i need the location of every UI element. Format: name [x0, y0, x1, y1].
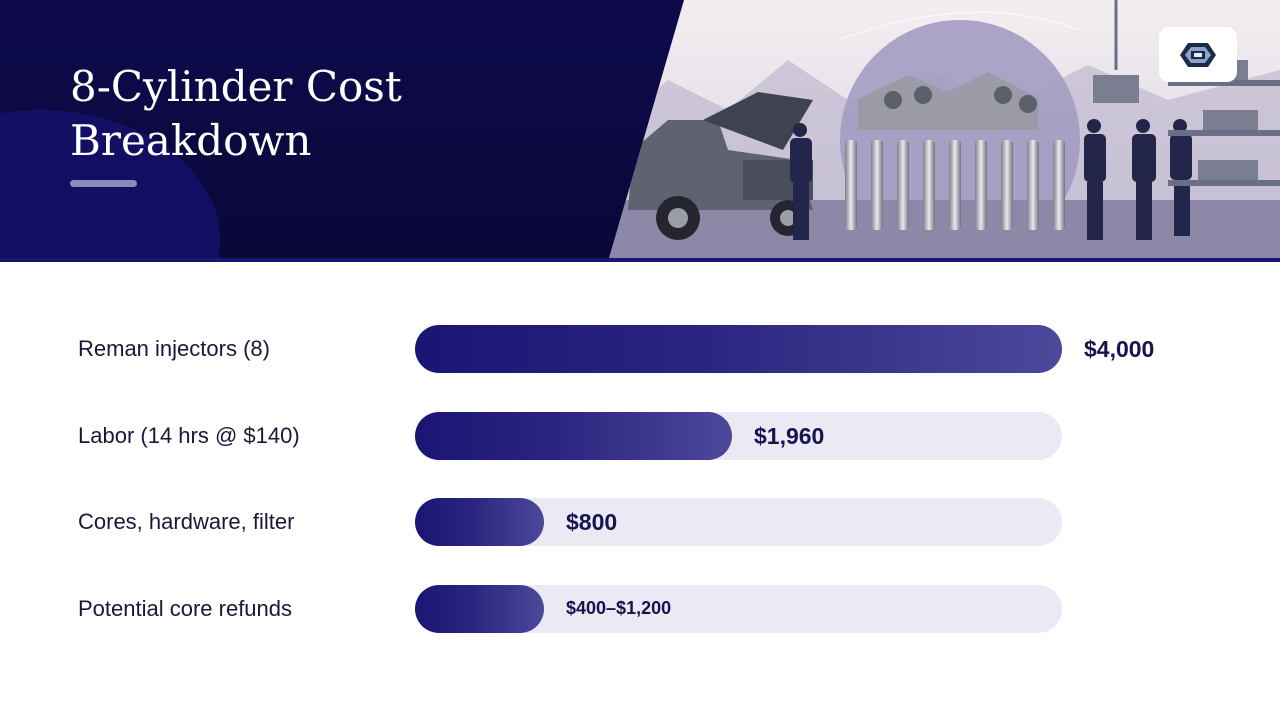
company-logo — [1159, 27, 1237, 82]
engine-badge-icon — [1180, 42, 1216, 67]
bar-label: Reman injectors (8) — [78, 336, 270, 361]
bar-value-label: $1,960 — [754, 423, 825, 449]
bar-value-label: $800 — [566, 509, 618, 535]
bar-track — [415, 325, 1062, 373]
bar-fill — [415, 498, 544, 546]
header-rule — [0, 258, 1280, 262]
bar-fill — [415, 325, 1062, 373]
bar-value-label: $4,000 — [1084, 336, 1155, 362]
bar-track — [415, 498, 1062, 546]
workshop-illustration — [608, 0, 1280, 262]
title-underline — [70, 180, 137, 187]
bar-label: Labor (14 hrs @ $140) — [78, 423, 300, 448]
bar-track — [415, 412, 1062, 460]
bar-value-label: $400–$1,200 — [566, 598, 672, 618]
bar-label: Potential core refunds — [78, 596, 293, 621]
title-line-2: Breakdown — [70, 116, 312, 165]
bar-label: Cores, hardware, filter — [78, 509, 295, 534]
page-title: 8-Cylinder Cost Breakdown — [70, 60, 402, 168]
bar-track — [415, 585, 1062, 633]
bar-fill — [415, 585, 544, 633]
title-line-1: 8-Cylinder Cost — [70, 62, 402, 111]
header-photo — [608, 0, 1280, 262]
header-banner: 8-Cylinder Cost Breakdown — [0, 0, 1280, 262]
bar-fill — [415, 412, 732, 460]
